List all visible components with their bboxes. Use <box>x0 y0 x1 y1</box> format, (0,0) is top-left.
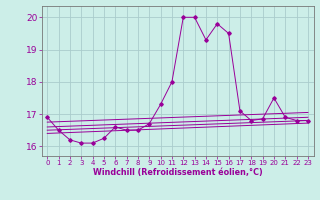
X-axis label: Windchill (Refroidissement éolien,°C): Windchill (Refroidissement éolien,°C) <box>93 168 262 177</box>
